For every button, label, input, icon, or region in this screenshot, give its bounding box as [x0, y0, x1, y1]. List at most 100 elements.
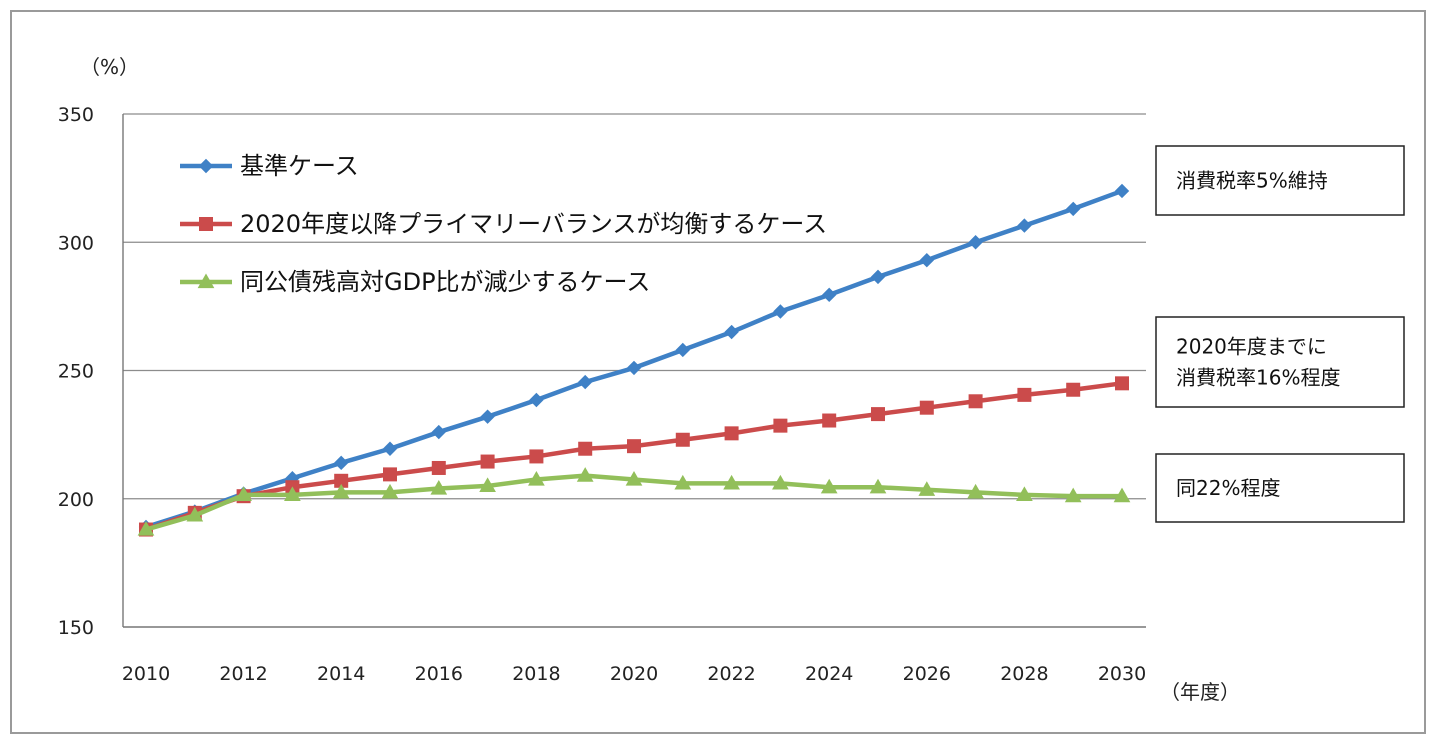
series-1-point-2026: [919, 252, 935, 268]
series-2-point-2019: [578, 441, 593, 456]
series-3-point-2023: [772, 474, 789, 490]
series-1-point-2015: [382, 441, 398, 456]
series-2-point-2030: [1115, 376, 1129, 391]
series-3-point-2014: [332, 483, 350, 499]
series-2-point-2018: [529, 449, 544, 464]
series-1-point-2023: [773, 304, 788, 319]
x-tick-label-2020: 2020: [610, 663, 658, 685]
y-tick-label-150: 150: [58, 617, 94, 639]
annotation-frame-1: [1155, 145, 1405, 216]
legend: 基準ケース 2020年度以降プライマリーバランスが均衡するケース同公債残高対GDP…: [180, 152, 827, 296]
series-2-point-2026: [919, 400, 934, 415]
annotation-text-2-1: 2020年度までに: [1176, 335, 1327, 359]
annotation-frame-2: [1155, 316, 1405, 408]
x-tick-label-2030: 2030: [1098, 663, 1146, 685]
series-2-point-2027: [968, 394, 983, 409]
series-2-point-2015: [383, 467, 397, 482]
annotation-box-1: 消費税率5%維持: [1155, 145, 1405, 216]
series-1-point-2029: [1065, 201, 1081, 217]
y-unit-label: （%）: [80, 55, 139, 79]
annotation-box-3: 同22%程度: [1155, 453, 1405, 523]
series-3-point-2011: [186, 506, 204, 522]
x-tick-label-2018: 2018: [512, 663, 560, 685]
legend-marker-1: [198, 158, 214, 174]
series-1-point-2019: [577, 374, 593, 390]
y-tick-label-200: 200: [58, 489, 94, 511]
series-3-point-2012: [235, 486, 252, 502]
x-tick-label-2022: 2022: [707, 663, 755, 685]
legend-label-1: 基準ケース: [240, 152, 359, 180]
y-tick-label-300: 300: [58, 232, 94, 254]
series-1-point-2016: [431, 424, 447, 440]
series-2-point-2021: [675, 432, 690, 447]
series-1-point-2022: [724, 324, 739, 340]
series-1-point-2030: [1114, 183, 1130, 199]
series-3-point-2026: [918, 481, 936, 496]
series-3-point-2017: [479, 477, 496, 493]
series-3-point-2028: [1016, 486, 1033, 502]
series-3-point-2018: [528, 471, 545, 486]
series-1-point-2021: [675, 342, 691, 358]
series-3-point-2010: [137, 521, 155, 536]
series-2-point-2023: [773, 418, 788, 433]
series-3-point-2020: [625, 471, 643, 486]
outer-frame: [10, 10, 1426, 734]
annotation-text-2-2: 消費税率16%程度: [1176, 366, 1340, 390]
legend-label-3: 同公債残高対GDP比が減少するケース: [240, 268, 650, 296]
series-1-point-2028: [1017, 218, 1032, 233]
x-tick-label-2012: 2012: [219, 663, 267, 685]
legend-label-2: 2020年度以降プライマリーバランスが均衡するケース: [240, 210, 827, 238]
series-2-point-2017: [480, 454, 495, 469]
x-tick-label-2014: 2014: [317, 663, 365, 685]
x-tick-label-2028: 2028: [1000, 663, 1048, 685]
series-3-point-2030: [1113, 487, 1131, 503]
legend-entry-1: 基準ケース: [180, 152, 359, 180]
x-tick-label-2026: 2026: [903, 663, 951, 685]
y-tick-label-250: 250: [58, 361, 94, 383]
series-2: [139, 376, 1129, 537]
annotation-frame-3: [1155, 453, 1405, 523]
series-3-point-2027: [967, 483, 984, 499]
x-tick-label-2024: 2024: [805, 663, 853, 685]
y-tick-label-350: 350: [58, 104, 94, 126]
series-3: [137, 467, 1131, 536]
legend-entry-2: 2020年度以降プライマリーバランスが均衡するケース: [180, 210, 827, 238]
annotation-text-1-1: 消費税率5%維持: [1176, 169, 1328, 193]
series-2-point-2028: [1017, 387, 1032, 402]
series-3-point-2029: [1064, 487, 1082, 503]
series-1-point-2018: [529, 392, 544, 408]
series-2-point-2022: [724, 426, 739, 441]
legend-entry-3: 同公債残高対GDP比が減少するケース: [180, 268, 650, 296]
series-1-point-2017: [480, 409, 495, 424]
series-3-point-2021: [674, 474, 692, 490]
series-1-point-2020: [626, 360, 642, 376]
series-layer: [137, 183, 1131, 537]
legend-marker-3: [197, 273, 215, 289]
annotation-text-3-1: 同22%程度: [1176, 476, 1280, 500]
series-3-point-2016: [430, 479, 448, 495]
x-tick-label-2016: 2016: [415, 663, 463, 685]
series-2-point-2025: [871, 407, 885, 422]
x-tick-label-2010: 2010: [122, 663, 170, 685]
series-3-point-2013: [284, 486, 301, 502]
series-3-point-2015: [381, 483, 399, 499]
series-1-point-2014: [333, 455, 349, 471]
legend-marker-2: [199, 217, 213, 231]
series-2-point-2029: [1066, 382, 1081, 397]
x-unit-label: （年度）: [1160, 680, 1240, 704]
series-1-point-2024: [821, 287, 837, 303]
series-3-point-2024: [820, 478, 838, 494]
series-2-point-2024: [822, 413, 837, 428]
series-3-point-2019: [576, 467, 594, 482]
series-1-point-2027: [968, 235, 983, 250]
axis-layer: 150 200 250 300 350 2010 2012 2014 2016 2018 2020 2…: [58, 55, 1240, 704]
series-2-point-2016: [431, 460, 446, 475]
series-3-point-2022: [723, 474, 740, 490]
series-2-point-2020: [627, 439, 641, 454]
series-1-point-2025: [870, 269, 886, 285]
series-3-point-2025: [869, 478, 887, 494]
